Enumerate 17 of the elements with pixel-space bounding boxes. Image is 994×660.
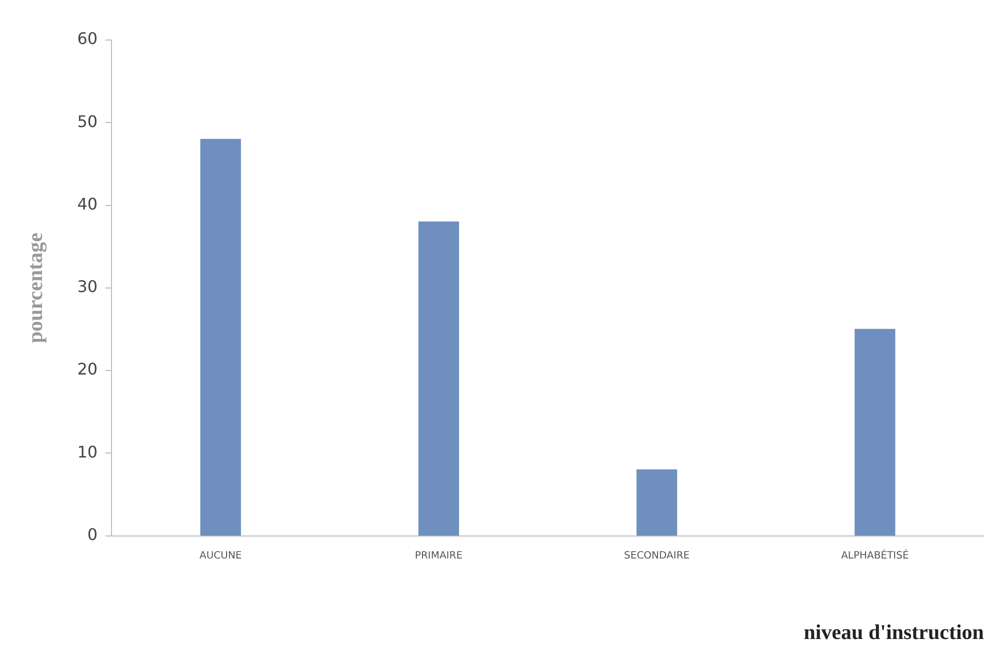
bar [854,328,896,536]
y-tick-label: 40 [77,194,98,214]
y-tick-label: 50 [77,112,98,131]
x-tick-label: PRIMAIRE [414,550,463,562]
x-tick-label: SECONDAIRE [624,550,690,562]
y-tick-label: 10 [77,442,98,462]
x-tick-label: AUCUNE [199,550,242,562]
bar [636,469,678,536]
y-tick-label: 30 [77,277,98,296]
bar [200,138,241,536]
x-axis-title: niveau d'instruction [804,620,984,644]
y-axis-title: pourcentage [23,232,48,344]
y-tick-label: 60 [77,29,98,48]
y-tick-label: 20 [77,360,98,379]
bar [418,221,460,536]
y-tick-label: 0 [87,524,98,544]
x-tick-label: ALPHABÉTISÉ [841,548,909,562]
